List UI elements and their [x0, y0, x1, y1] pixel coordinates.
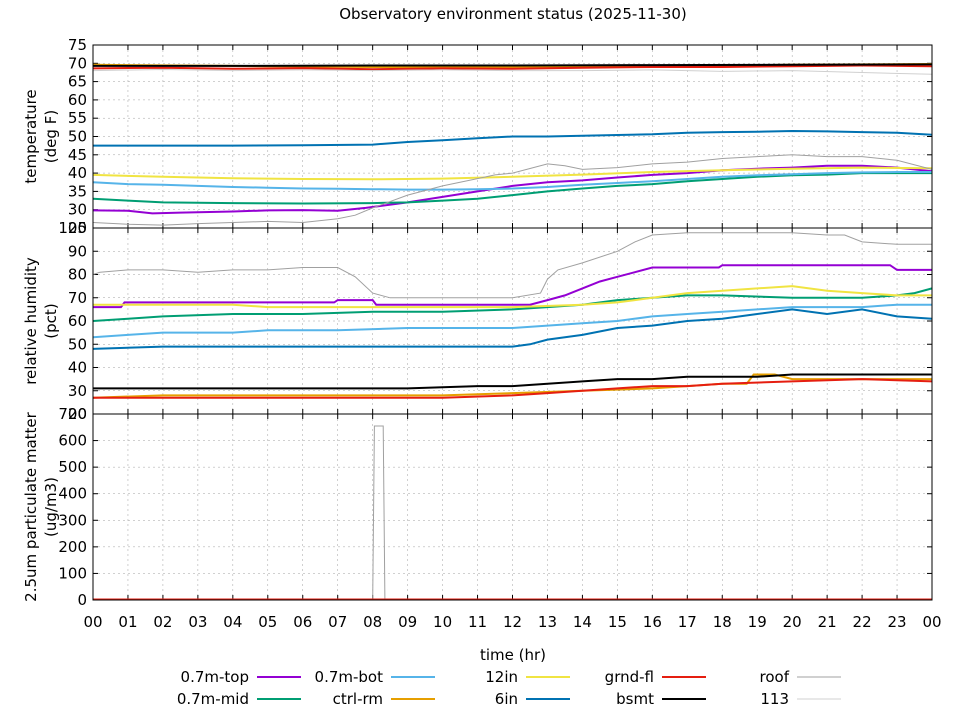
- x-tick-label: 23: [887, 613, 906, 631]
- legend-label: ctrl-rm: [333, 690, 383, 708]
- series-line-0.7m-top: [93, 264, 932, 309]
- series-line-12in: [92, 166, 933, 181]
- x-tick-label: 19: [748, 613, 767, 631]
- x-tick-label: 00: [922, 613, 941, 631]
- x-axis-label: time (hr): [480, 646, 546, 664]
- y-tick-label: 0: [77, 591, 87, 609]
- series-line-12in: [93, 285, 932, 309]
- x-tick-label: 14: [573, 613, 592, 631]
- series-line-0.7m-bot: [92, 303, 932, 339]
- legend-label: 113: [760, 690, 789, 708]
- series-line-0.7m-bot: [92, 171, 932, 191]
- y-tick-label: 60: [68, 91, 87, 109]
- series-line-6in: [92, 308, 933, 350]
- series-line-grnd-fl: [93, 378, 933, 399]
- y-tick-label: 30: [68, 201, 87, 219]
- x-tick-label: 15: [608, 613, 627, 631]
- humidity-panel: 20 30 40 50 60 70 80 90 100 relative humidity (pct…: [22, 219, 933, 423]
- y-axis-label: temperature: [22, 89, 40, 183]
- x-tick-label: 10: [433, 613, 452, 631]
- x-tick-label: 22: [853, 613, 872, 631]
- x-tick-label: 01: [118, 613, 137, 631]
- y-tick-label: 600: [58, 432, 87, 450]
- x-tick-label: 08: [363, 613, 382, 631]
- x-tick-label: 11: [468, 613, 487, 631]
- y-axis-label: (deg F): [42, 110, 60, 163]
- y-tick-label: 300: [58, 511, 87, 529]
- y-tick-label: 55: [68, 109, 87, 127]
- x-tick-label: 12: [503, 613, 522, 631]
- x-tick-label: 09: [398, 613, 417, 631]
- x-tick-label: 06: [293, 613, 312, 631]
- y-axis-label: 2.5um particulate matter: [22, 411, 40, 601]
- series-line-0.7m-top: [92, 164, 933, 215]
- y-tick-label: 65: [68, 73, 87, 91]
- x-tick-label: 13: [538, 613, 557, 631]
- x-tick-label: 21: [818, 613, 837, 631]
- plot-frame: [92, 413, 933, 601]
- y-axis-label: (pct): [42, 303, 60, 338]
- x-tick-label: 03: [188, 613, 207, 631]
- x-tick-label: 04: [223, 613, 242, 631]
- legend-label: 0.7m-mid: [177, 690, 249, 708]
- y-tick-label: 30: [68, 382, 87, 400]
- y-tick-label: 20: [68, 405, 87, 423]
- y-tick-label: 60: [68, 312, 87, 330]
- legend-label: roof: [760, 668, 790, 686]
- legend-label: 0.7m-bot: [315, 668, 384, 686]
- y-tick-label: 40: [68, 359, 87, 377]
- legend-label: 0.7m-top: [181, 668, 249, 686]
- x-tick-label: 20: [783, 613, 802, 631]
- legend-label: 6in: [495, 690, 518, 708]
- y-axis-label: (ug/m3): [42, 477, 60, 537]
- legend-label: grnd-fl: [605, 668, 654, 686]
- y-tick-label: 100: [58, 564, 87, 582]
- series-line-6in: [93, 129, 933, 147]
- y-tick-label: 90: [68, 242, 87, 260]
- y-tick-label: 400: [58, 485, 87, 503]
- y-tick-label: 70: [68, 54, 87, 72]
- x-tick-label: 02: [153, 613, 172, 631]
- chart-title: Observatory environment status (2025-11-…: [339, 5, 687, 23]
- y-tick-label: 25: [68, 219, 87, 237]
- legend-label: bsmt: [616, 690, 654, 708]
- series-line-0.7m-mid: [92, 172, 932, 205]
- x-tick-label: 00: [83, 613, 102, 631]
- y-tick-label: 200: [58, 538, 87, 556]
- y-tick-label: 700: [58, 405, 87, 423]
- y-tick-label: 75: [68, 36, 87, 54]
- series-line-ctrl-rm: [92, 373, 932, 399]
- series-line-113: [92, 68, 933, 75]
- x-tick-label: 05: [258, 613, 277, 631]
- series-line-grnd-fl: [92, 64, 933, 71]
- y-tick-label: 50: [68, 128, 87, 146]
- y-tick-label: 500: [58, 458, 87, 476]
- y-tick-label: 45: [68, 146, 87, 164]
- x-tick-label: 16: [643, 613, 662, 631]
- x-tick-label: 07: [328, 613, 347, 631]
- y-tick-label: 80: [68, 266, 87, 284]
- y-tick-label: 70: [68, 289, 87, 307]
- y-tick-label: 40: [68, 164, 87, 182]
- series-line-bsmt: [93, 63, 933, 67]
- y-tick-label: 35: [68, 182, 87, 200]
- x-tick-label: 17: [678, 613, 697, 631]
- y-tick-label: 100: [58, 219, 87, 237]
- y-axis-label: relative humidity: [22, 257, 40, 385]
- series-line-bsmt: [93, 373, 932, 390]
- y-tick-label: 50: [68, 335, 87, 353]
- series-line-roof: [92, 232, 932, 299]
- legend: 0.7m-top 0.7m-bot 12in grnd-fl roof 0.7m-mid c…: [177, 668, 841, 708]
- series-line-roof: [93, 425, 932, 601]
- x-tick-label: 18: [713, 613, 732, 631]
- legend-label: 12in: [485, 668, 518, 686]
- series-line-roof: [92, 154, 933, 226]
